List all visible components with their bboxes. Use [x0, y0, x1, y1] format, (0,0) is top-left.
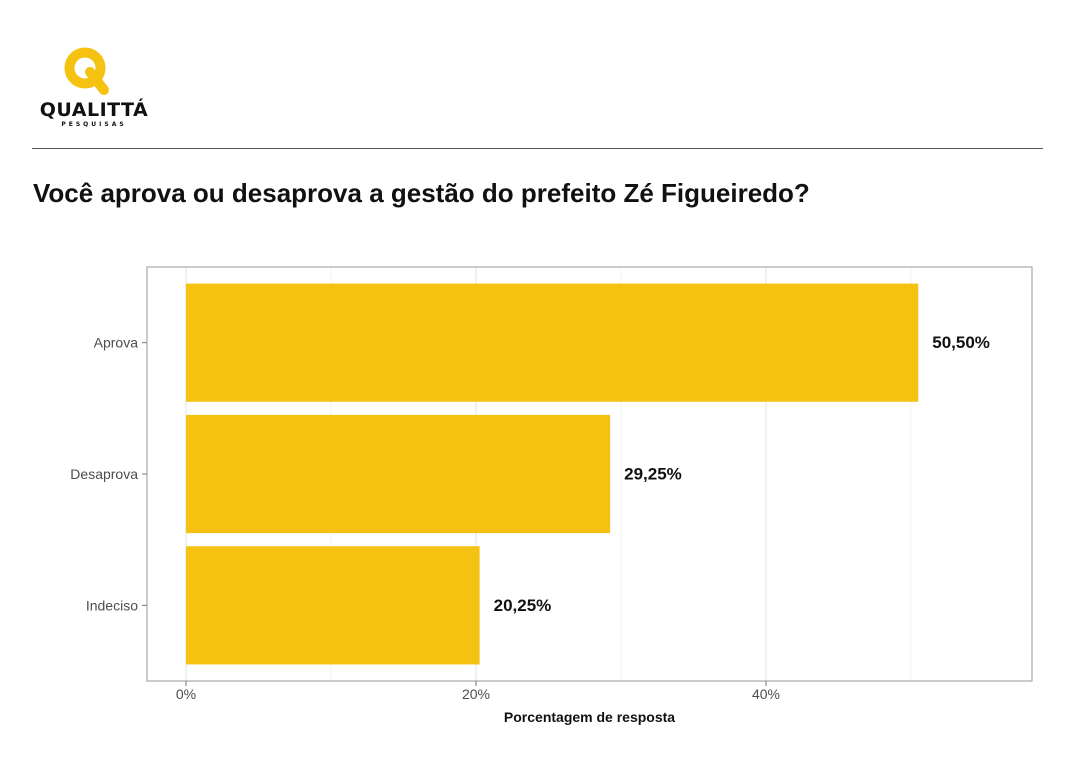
category-label: Aprova	[94, 335, 139, 351]
brand-subtitle: PESQUISAS	[61, 121, 127, 128]
brand-logo: QUALITTÁ PESQUISAS	[36, 46, 166, 130]
bar-desaprova	[186, 414, 611, 534]
brand-name: QUALITTÁ	[39, 99, 149, 121]
value-label: 29,25%	[624, 465, 682, 484]
value-label: 20,25%	[494, 596, 552, 615]
x-tick-label: 40%	[752, 686, 780, 702]
category-label: Indeciso	[86, 597, 138, 613]
x-axis-title: Porcentagem de resposta	[504, 709, 675, 725]
x-tick-label: 0%	[176, 686, 196, 702]
bars-layer	[186, 283, 919, 665]
bar-indeciso	[186, 546, 480, 665]
value-label: 50,50%	[932, 333, 990, 352]
category-label: Desaprova	[70, 466, 138, 482]
labels-layer: 50,50% Aprova 29,25% Desaprova 20,25% Indecis…	[70, 333, 990, 725]
x-tick-label: 20%	[462, 686, 490, 702]
chart-title: Você aprova ou desaprova a gestão do pre…	[33, 178, 810, 208]
header-divider	[32, 148, 1043, 149]
bar-aprova	[186, 283, 919, 402]
logo-q-icon	[64, 47, 109, 95]
